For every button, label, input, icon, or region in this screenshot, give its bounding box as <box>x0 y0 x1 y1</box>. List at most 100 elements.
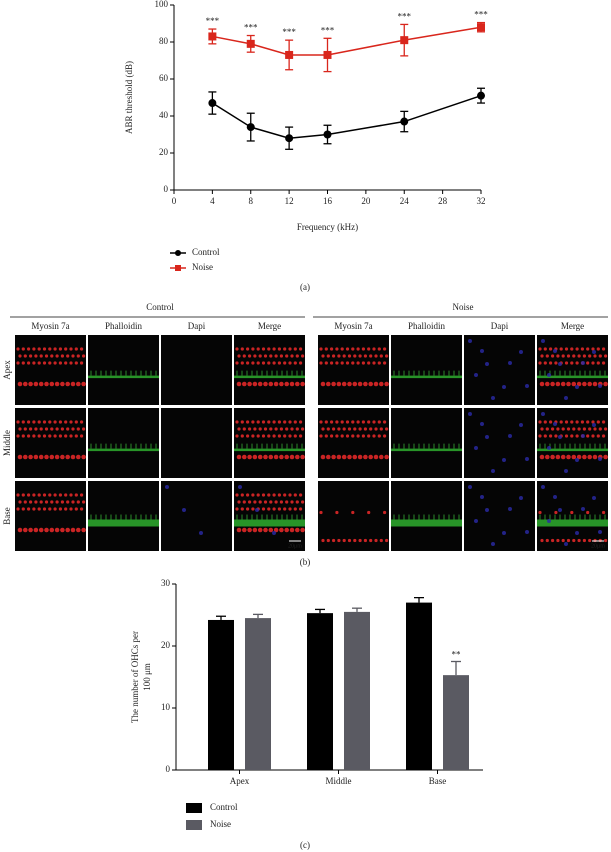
hair-cell <box>347 354 352 358</box>
hair-cell <box>374 354 378 358</box>
nucleus <box>564 542 568 546</box>
hair-cell <box>70 527 76 533</box>
nucleus <box>564 396 568 400</box>
y-tick-label: 30 <box>161 578 171 588</box>
hair-cell <box>55 427 59 431</box>
hair-cell <box>592 381 598 387</box>
annotation: *** <box>321 25 335 35</box>
hair-cell <box>16 434 20 438</box>
hair-cell <box>319 420 323 424</box>
hair-cell <box>252 381 258 387</box>
nucleus <box>541 339 545 343</box>
hair-cell <box>345 420 350 424</box>
hair-cell <box>358 538 362 543</box>
nucleus <box>502 458 506 462</box>
hair-cell <box>560 381 566 387</box>
marker <box>323 50 332 59</box>
nucleus <box>575 385 579 389</box>
hair-cell <box>363 538 367 543</box>
hair-cell <box>332 538 336 543</box>
hair-cell <box>351 420 355 424</box>
phalloidin-band <box>88 519 159 527</box>
hair-cell <box>356 434 360 438</box>
hair-cell <box>539 381 545 387</box>
nucleus <box>468 485 472 489</box>
hair-cell <box>326 354 330 358</box>
hair-cell <box>23 381 28 387</box>
hair-cell <box>299 361 303 365</box>
hair-cell <box>251 347 255 351</box>
hair-cell <box>340 347 344 351</box>
marker <box>208 32 217 41</box>
hair-cell <box>300 454 305 460</box>
hair-cell <box>335 361 339 365</box>
hair-cell <box>29 354 33 358</box>
hair-cell <box>60 427 64 431</box>
phalloidin-band <box>88 375 159 379</box>
hair-cell <box>27 434 31 438</box>
nucleus <box>485 508 489 512</box>
nucleus <box>525 384 529 388</box>
hair-cell <box>58 507 63 511</box>
hair-cell <box>236 527 242 533</box>
hair-cell <box>272 420 276 424</box>
nucleus <box>558 362 562 366</box>
hair-cell <box>23 427 27 431</box>
hair-cell <box>23 354 27 358</box>
hair-cell <box>21 420 25 424</box>
tile-background <box>537 481 608 551</box>
hair-cell <box>319 361 323 365</box>
hair-cell <box>66 500 70 504</box>
hair-cell <box>261 347 266 351</box>
row-label: Base <box>2 507 12 525</box>
phalloidin-band <box>234 519 305 527</box>
hair-cell <box>561 354 565 358</box>
panel-label: (b) <box>300 557 311 567</box>
hair-cell <box>242 427 246 431</box>
hair-cell <box>32 361 36 365</box>
hair-cell <box>240 434 244 438</box>
hair-cell <box>235 347 239 351</box>
scale-bar-label: 20μm <box>288 543 302 549</box>
hair-cell <box>237 427 241 431</box>
hair-cell <box>324 420 328 424</box>
nucleus <box>182 508 186 512</box>
hair-cell <box>367 361 371 365</box>
hair-cell <box>242 500 246 504</box>
hair-cell <box>342 538 346 543</box>
hair-cell <box>559 420 563 424</box>
hair-cell <box>18 354 22 358</box>
hair-cell <box>320 381 326 387</box>
hair-cell <box>60 354 64 358</box>
hair-cell <box>48 420 52 424</box>
hair-cell <box>384 454 389 460</box>
hair-cell <box>356 361 360 365</box>
hair-cell <box>23 500 27 504</box>
hair-cell <box>65 381 70 387</box>
hair-cell <box>268 527 274 533</box>
x-tick-label: 24 <box>400 196 410 206</box>
hair-cell <box>42 420 47 424</box>
hair-cell <box>295 527 300 533</box>
hair-cell <box>279 500 283 504</box>
hair-cell <box>64 420 68 424</box>
channel-label: Dapi <box>188 321 206 331</box>
hair-cell <box>379 538 383 543</box>
hair-cell <box>321 354 325 358</box>
hair-cell <box>288 347 292 351</box>
channel-label: Myosin 7a <box>31 321 69 331</box>
hair-cell <box>279 354 283 358</box>
marker <box>477 23 485 32</box>
hair-cell <box>48 493 52 497</box>
hair-cell <box>326 454 331 460</box>
hair-cell <box>236 381 242 387</box>
hair-cell <box>74 361 78 365</box>
micrograph-tile <box>391 481 462 551</box>
hair-cell <box>363 381 368 387</box>
hair-cell <box>372 347 376 351</box>
hair-cell <box>545 454 550 460</box>
hair-cell <box>69 347 73 351</box>
hair-cell <box>273 454 279 460</box>
hair-cell <box>561 427 565 431</box>
legend-marker <box>175 265 181 271</box>
